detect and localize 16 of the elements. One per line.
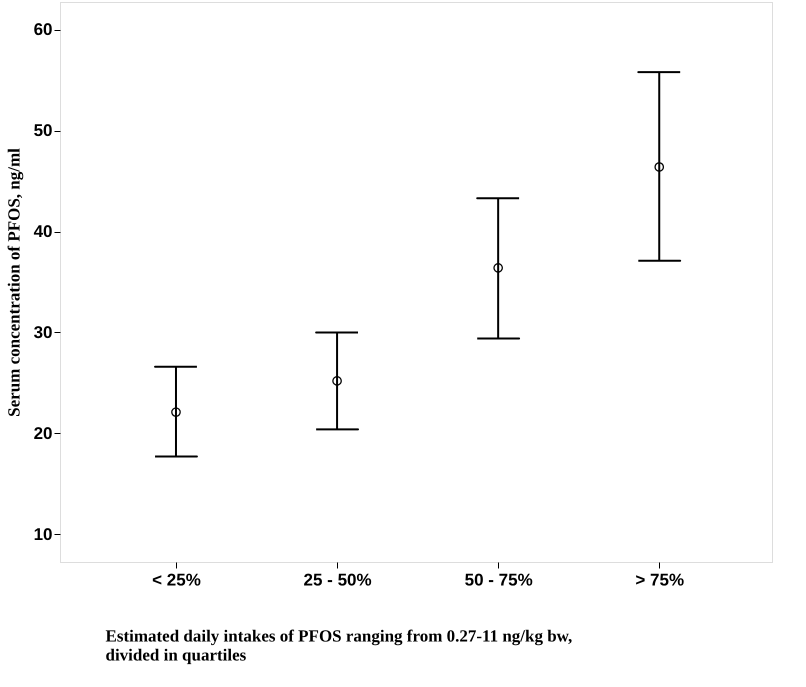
x-tick-label: > 75% <box>635 570 684 590</box>
y-tick-label: 40 <box>34 222 52 242</box>
point <box>332 376 342 386</box>
point <box>493 263 503 273</box>
x-tick-label: < 25% <box>152 570 201 590</box>
point <box>654 162 664 172</box>
y-axis-title: Serum concentration of PFOS, ng/ml <box>4 148 24 417</box>
y-tick-label: 30 <box>34 322 52 342</box>
x-tick-label: 50 - 75% <box>464 570 533 590</box>
x-axis-title: Estimated daily intakes of PFOS ranging from 0.27-11 ng/kg bw, divided in quartiles <box>106 626 572 664</box>
y-tick-label: 60 <box>34 20 52 40</box>
y-tick-label: 50 <box>34 121 52 140</box>
y-tick-label: 10 <box>34 524 52 544</box>
point <box>171 407 181 417</box>
x-tick-label: 25 - 50% <box>304 570 372 590</box>
y-tick-label: 20 <box>34 424 52 443</box>
